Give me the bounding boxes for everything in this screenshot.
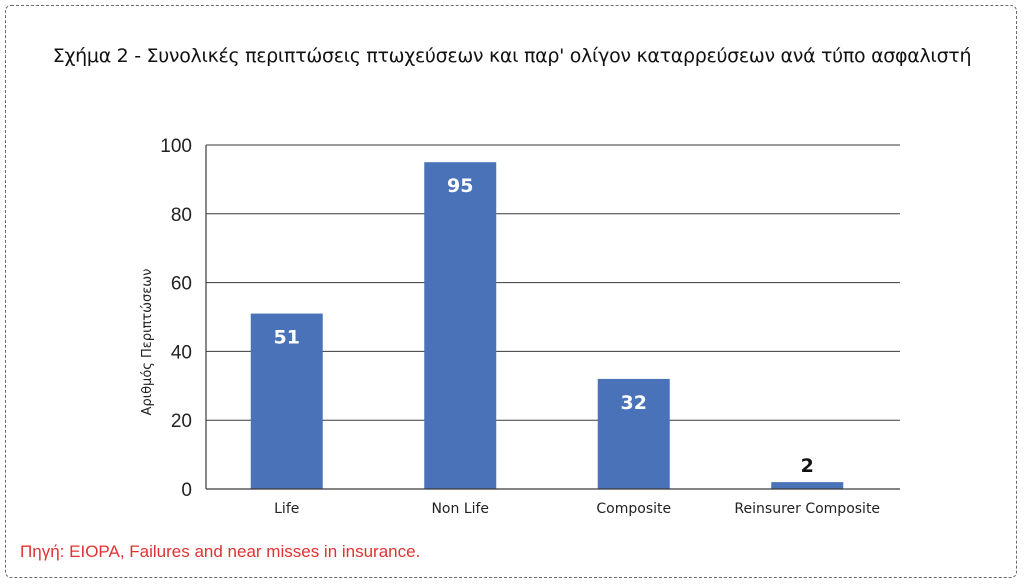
data-label: 95 [447, 175, 473, 197]
bars [250, 162, 844, 489]
x-category-label: Life [274, 501, 299, 517]
data-label: 32 [621, 392, 647, 414]
chart-title: Σχήμα 2 - Συνολικές περιπτώσεις πτωχεύσε… [52, 45, 972, 67]
data-label: 51 [274, 327, 300, 349]
x-category-label: Composite [596, 501, 671, 517]
source-note: Πηγή: EIOPA, Failures and near misses in… [20, 542, 421, 561]
x-category-label: Non Life [431, 501, 489, 517]
y-tick-label: 40 [171, 342, 192, 363]
y-tick-label: 80 [171, 205, 192, 226]
bar [597, 378, 670, 489]
y-tick-label: 60 [171, 274, 192, 295]
y-tick-label: 0 [181, 480, 192, 501]
bar [250, 313, 323, 489]
bar [771, 482, 844, 489]
axes [205, 145, 900, 490]
chart-frame [5, 5, 1017, 578]
labels: 0 20 40 60 80 100 Life 51 Non Life 95 Composite 32 R… [160, 136, 880, 517]
y-tick-label: 20 [171, 411, 192, 432]
y-tick-label: 100 [160, 136, 192, 157]
bar [424, 162, 497, 489]
x-category-label: Reinsurer Composite [734, 501, 880, 517]
y-axis-label: Αριθμός Περιπτώσεων [140, 269, 155, 416]
data-label: 2 [801, 455, 814, 477]
